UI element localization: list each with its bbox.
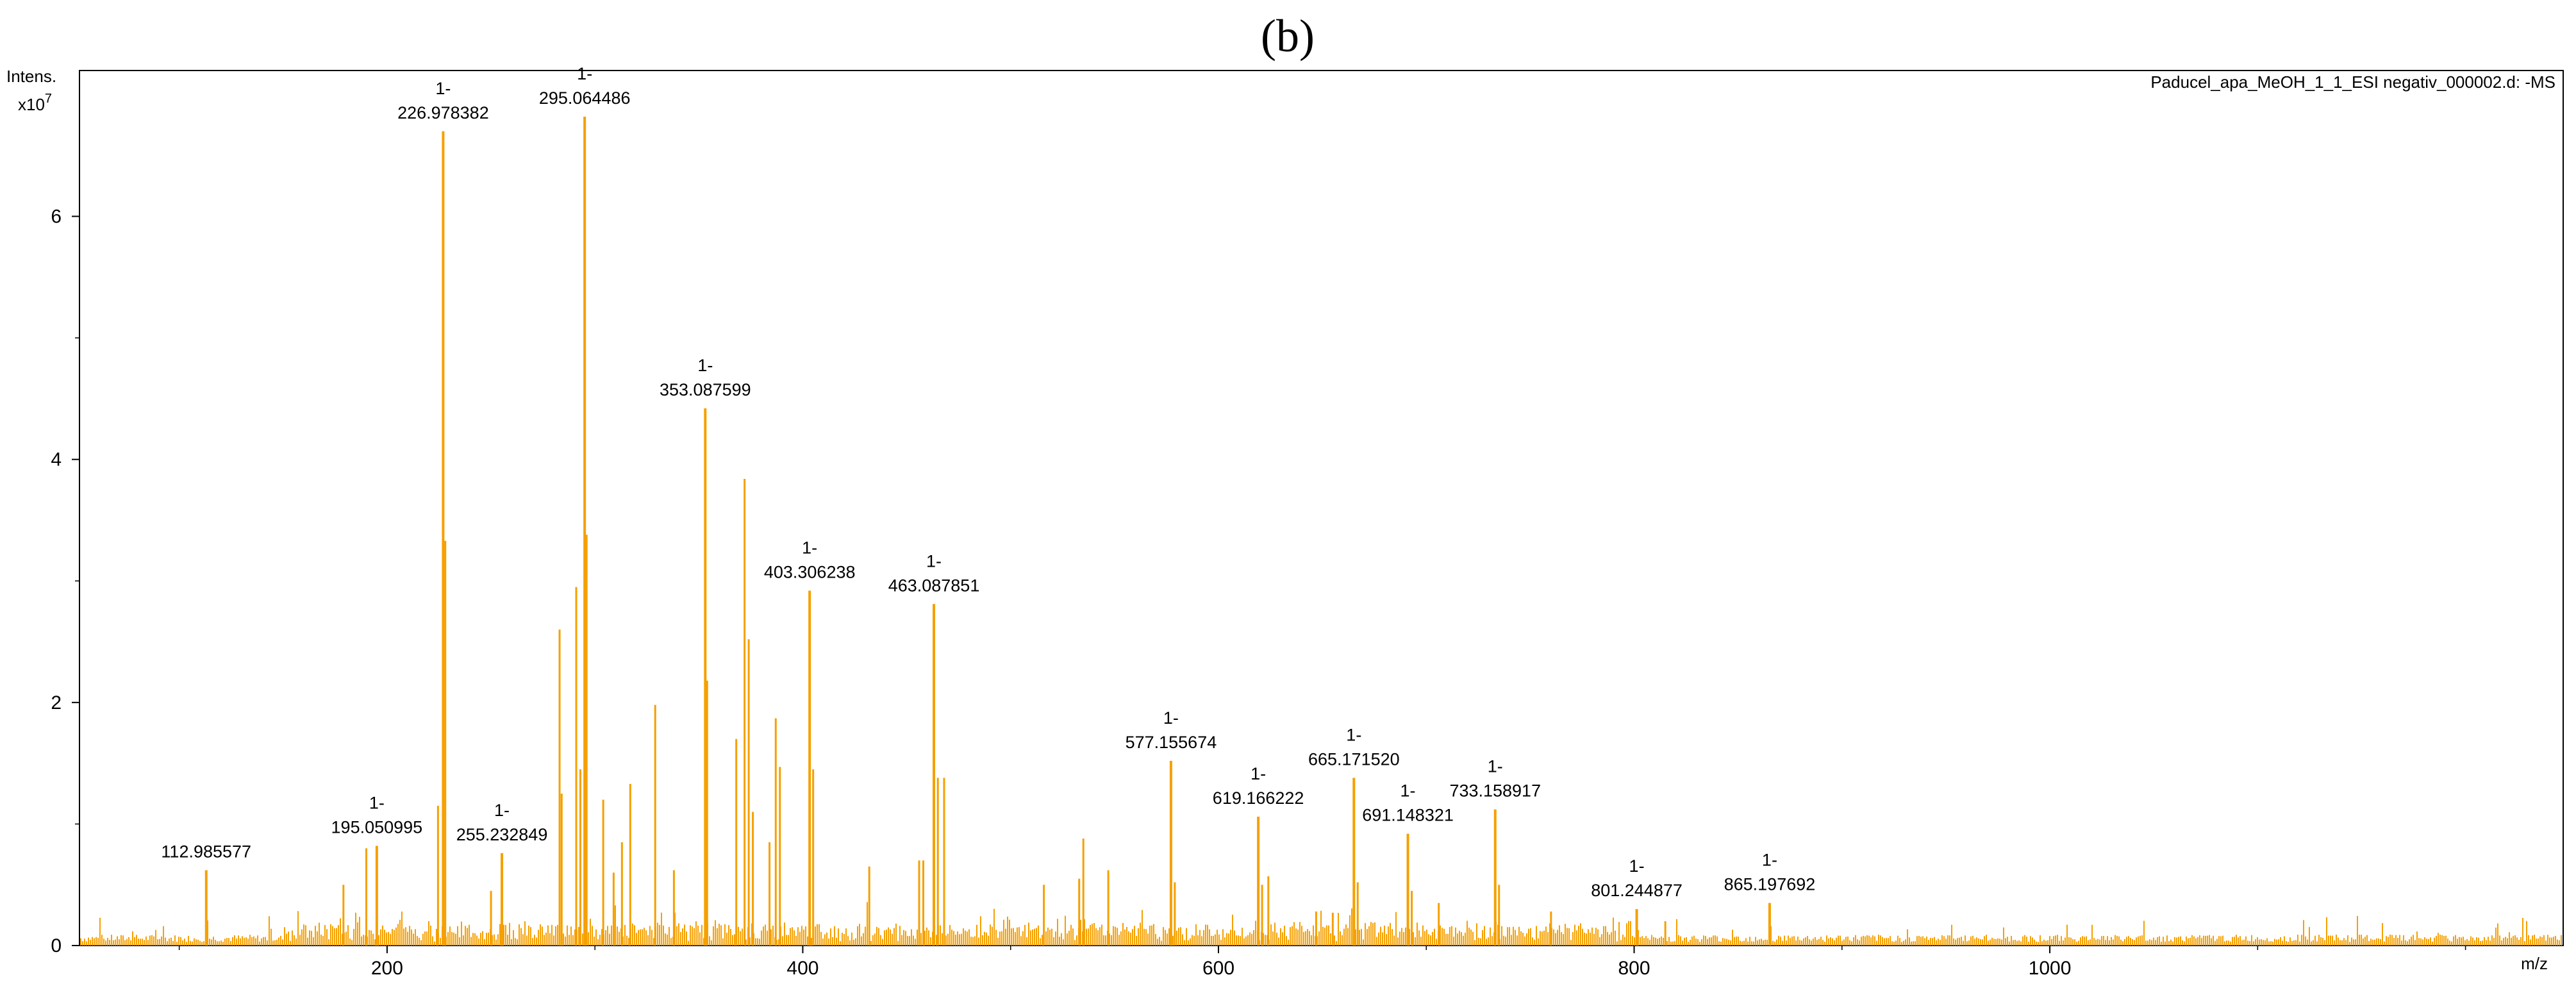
peak-charge-label: 1- — [802, 538, 817, 557]
panel-label: (b) — [1261, 10, 1315, 62]
y-tick-label: 4 — [51, 449, 62, 471]
peaks — [204, 117, 1771, 946]
peak-mz-label: 619.166222 — [1213, 788, 1304, 808]
x-tick-label: 1000 — [2029, 958, 2072, 979]
peak-charge-label: 1- — [435, 79, 451, 98]
peak-mz-label: 665.171520 — [1308, 749, 1400, 769]
peak-mz-label: 295.064486 — [539, 88, 631, 108]
peak-mz-label: 577.155674 — [1126, 733, 1217, 752]
peak-labels: 112.985577 1- 195.050995 1- 226.978382 1- 255.… — [161, 64, 1815, 900]
y-tick-label: 0 — [51, 935, 62, 956]
y-axis-scale: x107 — [18, 92, 52, 114]
x-tick-label: 600 — [1202, 958, 1234, 979]
peak-charge-label: 1- — [1346, 725, 1361, 744]
y-tick-label: 2 — [51, 692, 62, 713]
peak-mz-label: 195.050995 — [331, 818, 423, 837]
peak-mz-label: 226.978382 — [397, 103, 489, 122]
plot-frame — [79, 70, 2564, 946]
y-axis-label: Intens. — [6, 67, 56, 86]
peak-charge-label: 1- — [494, 801, 510, 820]
peak-mz-label: 353.087599 — [660, 380, 751, 399]
x-tick-label: 200 — [371, 958, 403, 979]
peak-mz-label: 801.244877 — [1591, 881, 1683, 900]
peak-mz-label: 463.087851 — [888, 576, 980, 595]
baseline-noise — [80, 902, 2562, 946]
x-tick-label: 800 — [1618, 958, 1650, 979]
axes: 200 400 600 800 1000 0 2 4 6 — [51, 206, 2466, 979]
peak-mz-label: 691.148321 — [1362, 806, 1454, 825]
peak-mz-label: 865.197692 — [1724, 875, 1816, 894]
peak-mz-label: 403.306238 — [764, 562, 856, 581]
peak-charge-label: 1- — [1488, 757, 1503, 776]
baseline-noise-trace — [80, 902, 2562, 946]
peak-charge-label: 1- — [1400, 781, 1416, 801]
peak-charge-label: 1- — [1163, 708, 1179, 728]
peak-mz-label: 733.158917 — [1449, 781, 1541, 801]
chart-title: Paducel_apa_MeOH_1_1_ESI negativ_000002.… — [2150, 72, 2555, 92]
peak-charge-label: 1- — [369, 794, 385, 813]
peak-mz-label: 112.985577 — [161, 842, 251, 861]
peak-charge-label: 1- — [1629, 856, 1645, 876]
peak-charge-label: 1- — [926, 551, 942, 571]
peak-mz-label: 255.232849 — [456, 825, 548, 844]
x-axis-label: m/z — [2521, 954, 2548, 973]
y-axis-scale-base: x10 — [18, 95, 45, 114]
x-tick-label: 400 — [786, 958, 819, 979]
y-tick-label: 6 — [51, 206, 62, 228]
y-axis-scale-exponent: 7 — [45, 92, 52, 106]
peak-charge-label: 1- — [697, 356, 713, 375]
peak-charge-label: 1- — [1762, 851, 1777, 870]
peak-charge-label: 1- — [1251, 764, 1266, 783]
peak-charge-label: 1- — [577, 64, 592, 83]
